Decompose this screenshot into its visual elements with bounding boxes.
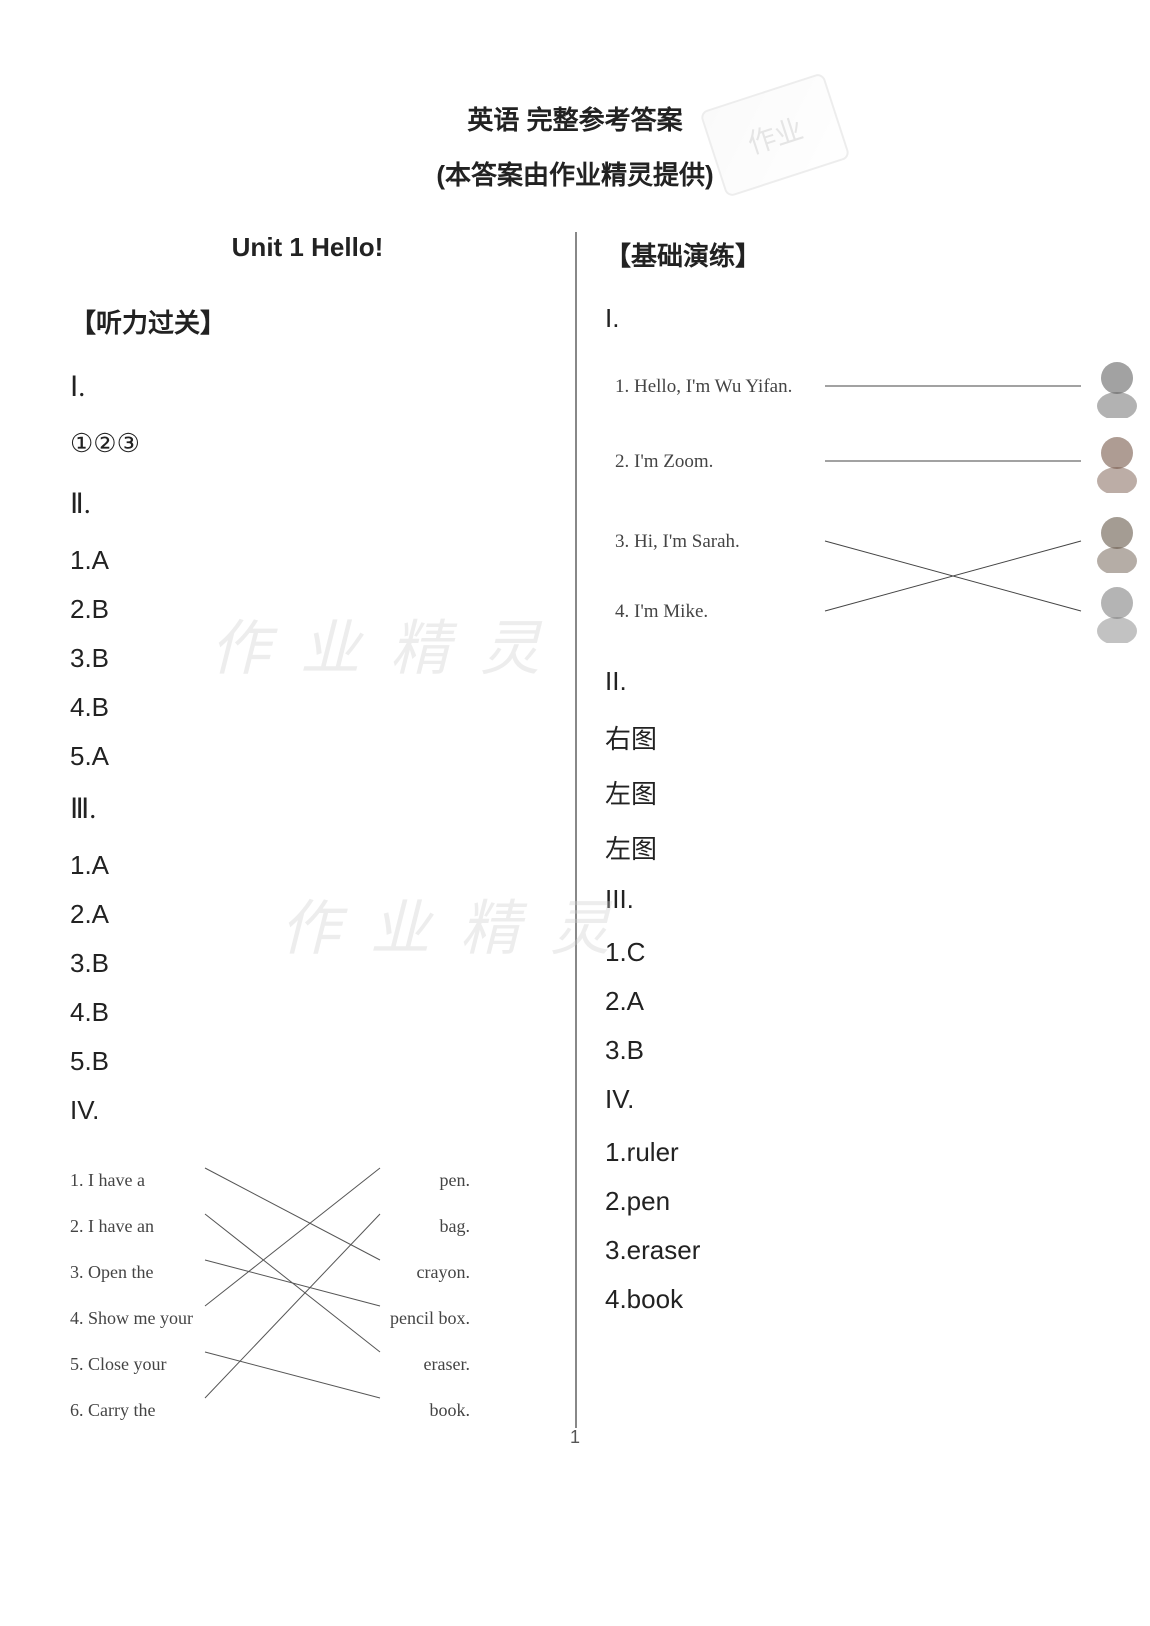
- left-part-2-a2: 2.B: [70, 594, 545, 625]
- right-part-2-a1: 右图: [605, 719, 1080, 756]
- right-section-heading: 【基础演练】: [605, 236, 1080, 273]
- match-sentence: 2. I'm Zoom.: [615, 451, 713, 473]
- column-divider: [575, 232, 577, 1428]
- left-part-1-label: Ⅰ.: [70, 370, 545, 404]
- right-part-4-a1: 1.ruler: [605, 1137, 1080, 1168]
- page: 作业 英语 完整参考答案 (本答案由作业精灵提供) Unit 1 Hello! …: [0, 0, 1150, 1468]
- right-part-2-a2: 左图: [605, 774, 1080, 811]
- page-number: 1: [0, 1427, 1150, 1448]
- left-match-exercise: 1. I have a2. I have an3. Open the4. Sho…: [70, 1148, 490, 1428]
- left-part-3-a2: 2.A: [70, 899, 545, 930]
- match-sentence: 4. I'm Mike.: [615, 601, 708, 623]
- right-part-4-label: IV.: [605, 1084, 1080, 1115]
- left-part-2-a1: 1.A: [70, 545, 545, 576]
- left-part-1-answer: ①②③: [70, 428, 545, 459]
- left-part-2-a4: 4.B: [70, 692, 545, 723]
- left-part-3-a4: 4.B: [70, 997, 545, 1028]
- avatar-boy-icon: [1085, 509, 1149, 573]
- right-column: 【基础演练】 I. 1. Hello, I'm Wu Yifan. 2. I'm …: [575, 232, 1080, 1428]
- right-part-3-a1: 1.C: [605, 937, 1080, 968]
- match-left-item: 1. I have a: [70, 1157, 145, 1203]
- right-part-4-a4: 4.book: [605, 1284, 1080, 1315]
- left-part-3-a1: 1.A: [70, 850, 545, 881]
- match-left-item: 5. Close your: [70, 1341, 167, 1387]
- left-part-2-label: Ⅱ.: [70, 487, 545, 521]
- avatar-boy-glasses-icon: [1085, 354, 1149, 418]
- right-match-exercise: 1. Hello, I'm Wu Yifan. 2. I'm Zoom. 3. Hi…: [595, 356, 1150, 646]
- left-section-heading: 【听力过关】: [70, 303, 545, 340]
- match-left-item: 2. I have an: [70, 1203, 154, 1249]
- left-column: Unit 1 Hello! 【听力过关】 Ⅰ. ①②③ Ⅱ. 1.A 2.B 3…: [70, 232, 575, 1428]
- match-right-item: pen.: [440, 1157, 471, 1203]
- avatar-girl-icon: [1085, 579, 1149, 643]
- right-part-4-a2: 2.pen: [605, 1186, 1080, 1217]
- right-part-2-label: II.: [605, 666, 1080, 697]
- avatar-bear-icon: [1085, 429, 1149, 493]
- left-part-2-a3: 3.B: [70, 643, 545, 674]
- match-sentence: 1. Hello, I'm Wu Yifan.: [615, 376, 792, 398]
- left-part-4-label: IV.: [70, 1095, 545, 1126]
- sub-title: (本答案由作业精灵提供): [436, 155, 713, 192]
- right-part-4-a3: 3.eraser: [605, 1235, 1080, 1266]
- match-sentence: 3. Hi, I'm Sarah.: [615, 531, 740, 553]
- left-part-3-label: Ⅲ.: [70, 792, 545, 826]
- two-column-layout: Unit 1 Hello! 【听力过关】 Ⅰ. ①②③ Ⅱ. 1.A 2.B 3…: [70, 232, 1080, 1428]
- title-block: 英语 完整参考答案 (本答案由作业精灵提供): [70, 100, 1080, 192]
- right-part-2-a3: 左图: [605, 829, 1080, 866]
- right-part-3-a2: 2.A: [605, 986, 1080, 1017]
- match-right-item: pencil box.: [390, 1295, 470, 1341]
- main-title: 英语 完整参考答案: [70, 100, 1080, 137]
- left-part-3-a5: 5.B: [70, 1046, 545, 1077]
- match-right-item: bag.: [440, 1203, 471, 1249]
- right-part-3-label: III.: [605, 884, 1080, 915]
- left-part-2-a5: 5.A: [70, 741, 545, 772]
- match-right-item: crayon.: [417, 1249, 470, 1295]
- left-part-3-a3: 3.B: [70, 948, 545, 979]
- match-right-item: eraser.: [424, 1341, 470, 1387]
- right-part-3-a3: 3.B: [605, 1035, 1080, 1066]
- match-left-item: 3. Open the: [70, 1249, 153, 1295]
- match-left-item: 4. Show me your: [70, 1295, 193, 1341]
- right-part-1-label: I.: [605, 303, 1080, 334]
- unit-title: Unit 1 Hello!: [70, 232, 545, 263]
